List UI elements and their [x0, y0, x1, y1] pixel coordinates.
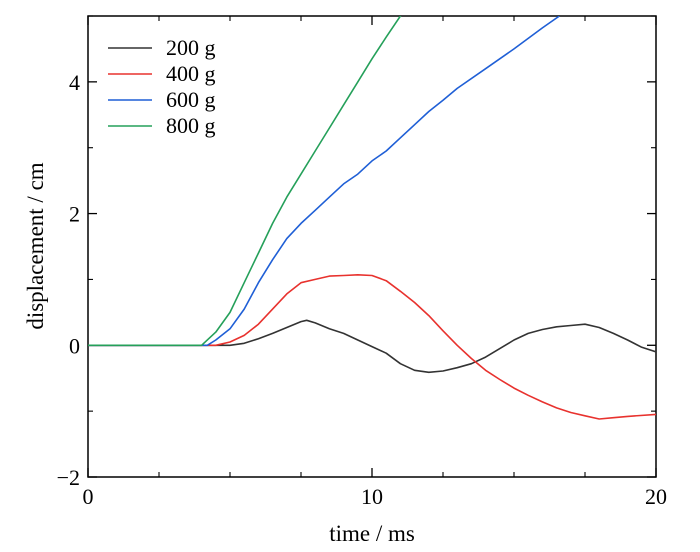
x-tick-label: 20 [645, 484, 667, 509]
legend-label: 200 g [166, 35, 216, 60]
legend-label: 600 g [166, 87, 216, 112]
x-tick-label: 0 [83, 484, 94, 509]
y-tick-label: 0 [69, 333, 80, 358]
y-tick-label: 2 [69, 202, 80, 227]
series-line-1 [88, 319, 656, 374]
y-tick-label: −2 [57, 465, 80, 490]
legend-label: 400 g [166, 61, 216, 86]
series-line-3 [88, 16, 560, 347]
y-axis-label: displacement / cm [23, 162, 48, 329]
legend-label: 800 g [166, 113, 216, 138]
series-lines [88, 16, 656, 420]
series-line-4 [88, 16, 402, 347]
x-axis-label: time / ms [329, 521, 415, 546]
x-tick-label: 10 [361, 484, 383, 509]
series-line-2 [88, 273, 656, 420]
y-tick-label: 4 [69, 70, 80, 95]
